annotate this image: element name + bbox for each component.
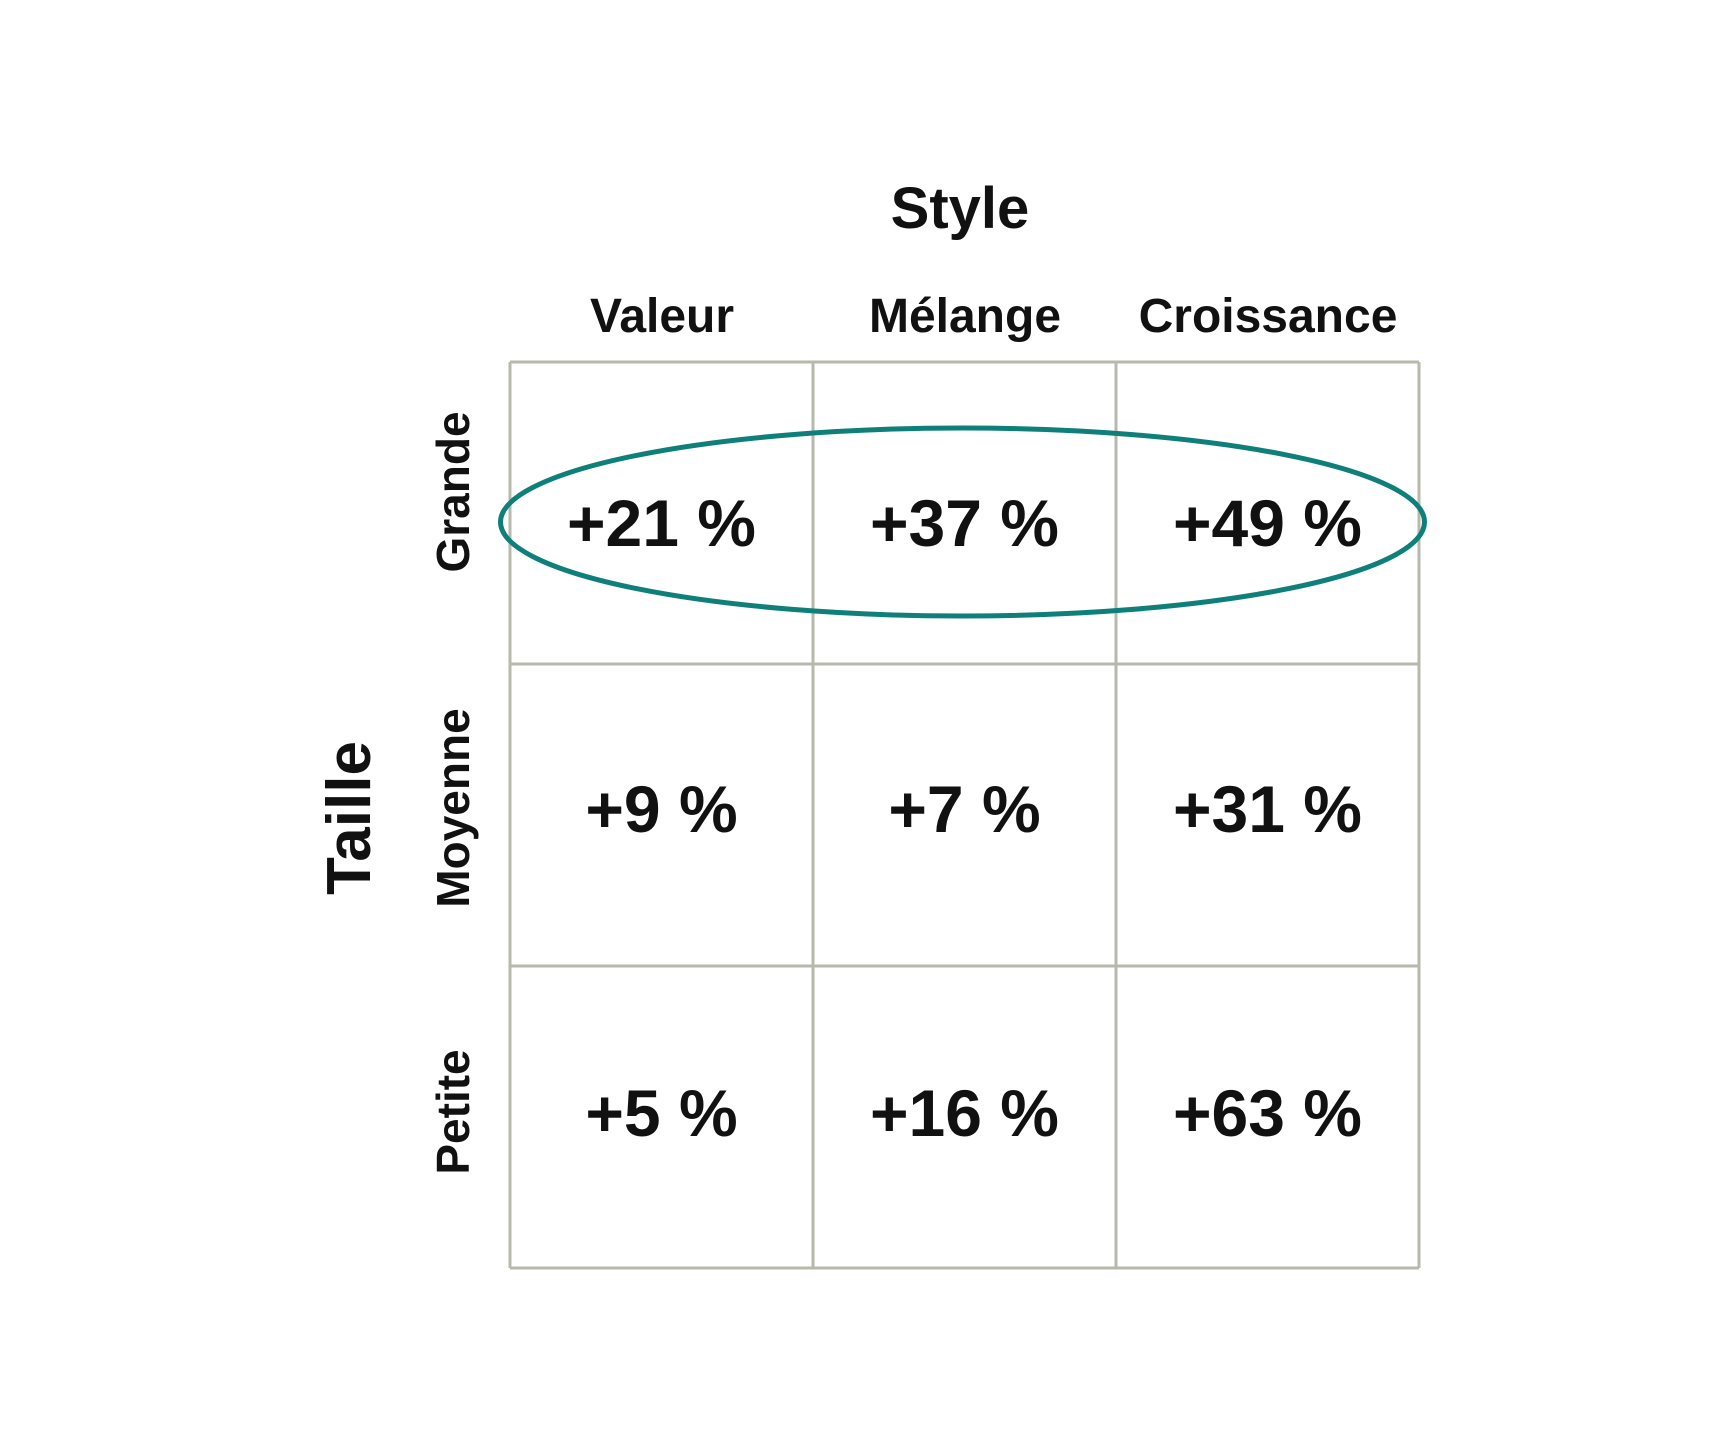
cell-value-0-1: +37 % bbox=[870, 486, 1059, 560]
cell-value-1-1: +7 % bbox=[888, 772, 1040, 846]
highlight-ellipse bbox=[498, 425, 1427, 619]
column-label-value: Valeur bbox=[589, 290, 735, 343]
cell-value-2-2: +63 % bbox=[1173, 1076, 1362, 1150]
cell-value-0-2: +49 % bbox=[1173, 486, 1362, 560]
cell-value-1-0: +9 % bbox=[585, 772, 737, 846]
cell-value-2-1: +16 % bbox=[870, 1076, 1059, 1150]
cell-value-2-0: +5 % bbox=[585, 1076, 737, 1150]
style-axis-title: Style bbox=[890, 176, 1030, 241]
cell-value-0-0: +21 % bbox=[567, 486, 756, 560]
cell-value-1-2: +31 % bbox=[1173, 772, 1362, 846]
column-label-blend: Mélange bbox=[868, 290, 1062, 343]
column-label-growth: Croissance bbox=[1138, 290, 1398, 343]
